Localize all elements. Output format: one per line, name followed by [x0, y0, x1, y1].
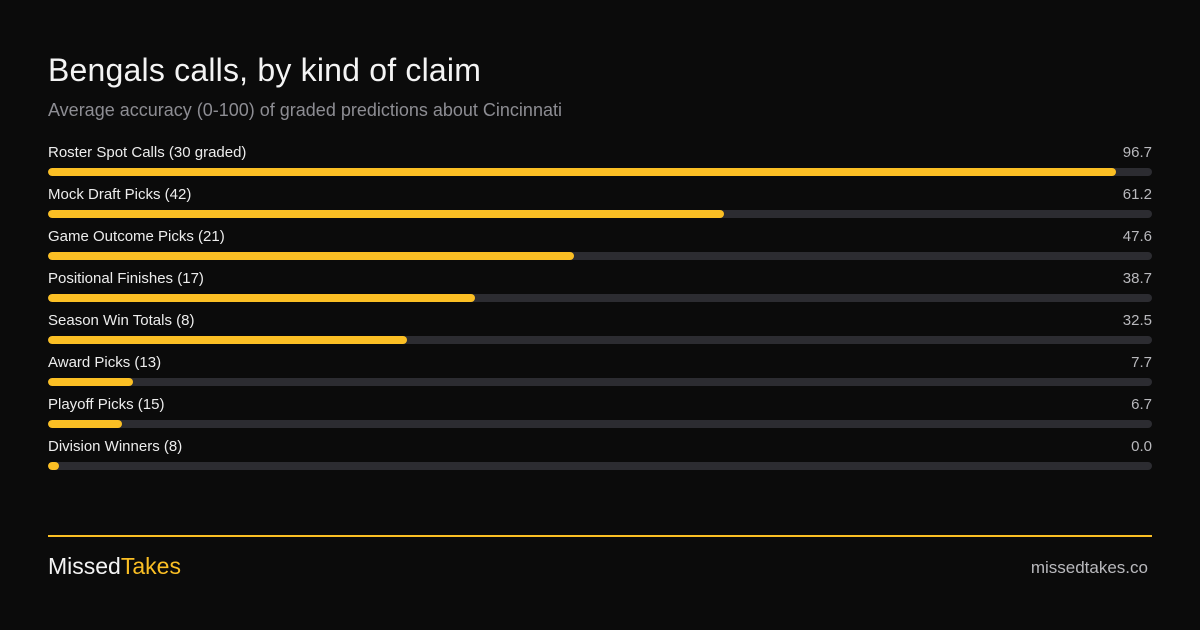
bar-track	[48, 294, 1152, 302]
brand-logo[interactable]: MissedTakes	[48, 553, 181, 580]
bar	[48, 210, 724, 218]
bar-track	[48, 252, 1152, 260]
bar	[48, 294, 476, 302]
bar-label: Mock Draft Picks (42)	[48, 186, 192, 203]
bar-track	[48, 420, 1152, 428]
bar-row: Game Outcome Picks (21) 47.6	[48, 226, 1152, 268]
bar-track	[48, 462, 1152, 470]
bar-row: Division Winners (8) 0.0	[48, 436, 1152, 478]
bar-value-label: 7.7	[1131, 354, 1152, 371]
bar-value-label: 32.5	[1122, 312, 1152, 329]
bar-label: Season Win Totals (8)	[48, 312, 195, 329]
bar	[48, 462, 59, 470]
brand-name-part1: Missed	[48, 553, 121, 579]
site-url[interactable]: missedtakes.co	[1030, 558, 1148, 577]
bar	[48, 168, 1116, 176]
bar-track	[48, 378, 1152, 386]
bar	[48, 252, 574, 260]
bar-label: Playoff Picks (15)	[48, 396, 165, 413]
bar-label: Roster Spot Calls (30 graded)	[48, 144, 247, 161]
bar-label: Game Outcome Picks (21)	[48, 228, 225, 245]
bar	[48, 378, 133, 386]
bar	[48, 336, 407, 344]
bar-chart: Roster Spot Calls (30 graded) 96.7 Mock Dr…	[48, 142, 1152, 478]
bar-value-label: 96.7	[1122, 144, 1152, 161]
bar-row: Season Win Totals (8) 32.5	[48, 310, 1152, 352]
bar-track	[48, 210, 1152, 218]
footer-divider	[48, 535, 1152, 537]
bar-row: Playoff Picks (15) 6.7	[48, 394, 1152, 436]
bar-row: Award Picks (13) 7.7	[48, 352, 1152, 394]
bar-track	[48, 168, 1152, 176]
bar-value-label: 6.7	[1131, 396, 1152, 413]
brand-name-part2: Takes	[120, 553, 181, 579]
bar-row: Mock Draft Picks (42) 61.2	[48, 184, 1152, 226]
bar-label: Award Picks (13)	[48, 354, 162, 371]
bar-track	[48, 336, 1152, 344]
bar-value-label: 47.6	[1122, 228, 1152, 245]
bar-value-label: 0.0	[1131, 438, 1152, 455]
bar-row: Positional Finishes (17) 38.7	[48, 268, 1152, 310]
bar-label: Division Winners (8)	[48, 438, 183, 455]
chart-title: Bengals calls, by kind of claim	[48, 52, 482, 88]
bar-value-label: 61.2	[1122, 186, 1152, 203]
bar-row: Roster Spot Calls (30 graded) 96.7	[48, 142, 1152, 184]
bar	[48, 420, 122, 428]
bar-value-label: 38.7	[1122, 270, 1152, 287]
bar-label: Positional Finishes (17)	[48, 270, 204, 287]
chart-subtitle: Average accuracy (0-100) of graded predi…	[48, 100, 562, 120]
